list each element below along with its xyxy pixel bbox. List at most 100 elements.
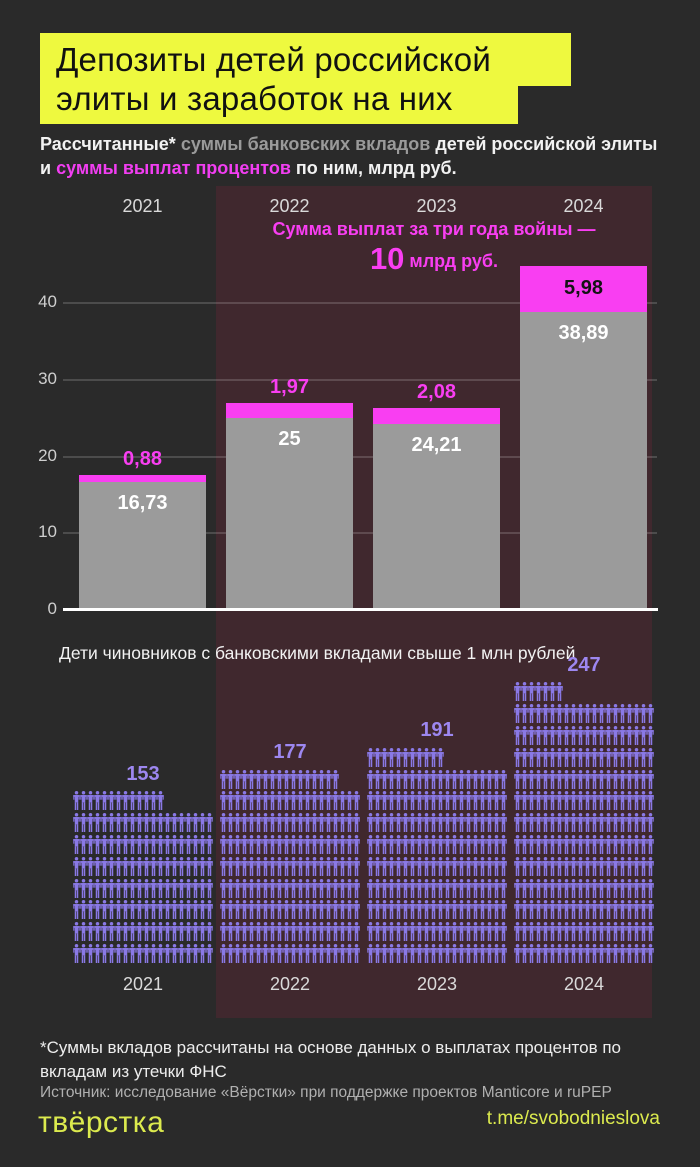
- person-icon: [227, 900, 234, 920]
- person-icon: [577, 813, 584, 833]
- person-icon: [248, 769, 255, 789]
- person-icon: [486, 900, 493, 920]
- person-icon: [416, 856, 423, 876]
- person-icon: [521, 835, 528, 855]
- person-icon: [171, 944, 178, 963]
- person-icon: [395, 835, 402, 855]
- person-icon: [612, 856, 619, 876]
- person-icon: [276, 813, 283, 833]
- telegram-link[interactable]: t.me/svobodnieslova: [486, 1108, 660, 1129]
- person-icon: [367, 747, 374, 767]
- person-icon: [262, 900, 269, 920]
- subtitle-segment-deposits: суммы банковских вкладов: [180, 134, 436, 154]
- person-icon: [80, 835, 87, 855]
- person-icon: [549, 856, 556, 876]
- person-icon: [290, 944, 297, 963]
- person-icon: [486, 791, 493, 811]
- person-icon: [129, 813, 136, 833]
- person-icon: [605, 813, 612, 833]
- person-icon: [619, 704, 626, 724]
- person-icon: [521, 878, 528, 898]
- person-icon: [528, 682, 535, 702]
- person-icon: [612, 726, 619, 746]
- person-icon: [94, 856, 101, 876]
- person-icon: [157, 856, 164, 876]
- pictogram-row: [514, 813, 654, 833]
- person-icon: [304, 835, 311, 855]
- person-icon: [619, 747, 626, 767]
- person-icon: [437, 813, 444, 833]
- person-icon: [311, 791, 318, 811]
- person-icon: [108, 878, 115, 898]
- person-icon: [612, 835, 619, 855]
- war-total-annotation-line2: 10 млрд руб.: [216, 241, 652, 277]
- person-icon: [647, 878, 654, 898]
- person-icon: [458, 813, 465, 833]
- person-icon: [150, 900, 157, 920]
- person-icon: [87, 856, 94, 876]
- person-icon: [640, 726, 647, 746]
- page-title-line2: элиты и заработок на них: [56, 80, 453, 117]
- person-icon: [451, 835, 458, 855]
- bar-year-label: 2023: [416, 196, 457, 216]
- subtitle-segment: детей российской элиты и: [40, 134, 658, 178]
- person-icon: [640, 791, 647, 811]
- person-icon: [178, 813, 185, 833]
- person-icon: [402, 922, 409, 942]
- person-icon: [451, 922, 458, 942]
- person-icon: [304, 900, 311, 920]
- person-icon: [374, 900, 381, 920]
- person-icon: [332, 878, 339, 898]
- person-icon: [563, 747, 570, 767]
- person-icon: [136, 791, 143, 811]
- person-icon: [521, 922, 528, 942]
- pictogram-row: [73, 856, 213, 876]
- person-icon: [311, 856, 318, 876]
- person-icon: [248, 791, 255, 811]
- person-icon: [430, 769, 437, 789]
- person-icon: [577, 747, 584, 767]
- gridline: [63, 378, 657, 381]
- person-icon: [591, 900, 598, 920]
- person-icon: [556, 726, 563, 746]
- person-icon: [353, 813, 360, 833]
- person-icon: [367, 791, 374, 811]
- person-icon: [255, 813, 262, 833]
- person-icon: [451, 856, 458, 876]
- person-icon: [192, 922, 199, 942]
- person-icon: [465, 791, 472, 811]
- person-icon: [458, 769, 465, 789]
- person-icon: [318, 878, 325, 898]
- person-icon: [136, 944, 143, 963]
- person-icon: [178, 878, 185, 898]
- person-icon: [556, 704, 563, 724]
- person-icon: [528, 813, 535, 833]
- person-icon: [521, 747, 528, 767]
- pictogram-row: [220, 878, 360, 898]
- person-icon: [129, 878, 136, 898]
- person-icon: [423, 769, 430, 789]
- person-icon: [591, 726, 598, 746]
- pictogram-row: [220, 835, 360, 855]
- person-icon: [108, 944, 115, 963]
- person-icon: [535, 791, 542, 811]
- person-icon: [647, 813, 654, 833]
- person-icon: [612, 813, 619, 833]
- subtitle-segment: по ним, млрд руб.: [295, 157, 457, 178]
- person-icon: [101, 813, 108, 833]
- person-icon: [451, 900, 458, 920]
- person-icon: [136, 856, 143, 876]
- pictogram-count-label: 191: [420, 719, 454, 742]
- person-icon: [101, 878, 108, 898]
- person-icon: [171, 813, 178, 833]
- person-icon: [521, 682, 528, 702]
- person-icon: [332, 813, 339, 833]
- person-icon: [80, 813, 87, 833]
- pictogram-row: [220, 944, 360, 963]
- person-icon: [241, 856, 248, 876]
- person-icon: [626, 835, 633, 855]
- person-icon: [535, 944, 542, 963]
- person-icon: [437, 878, 444, 898]
- person-icon: [199, 813, 206, 833]
- person-icon: [563, 856, 570, 876]
